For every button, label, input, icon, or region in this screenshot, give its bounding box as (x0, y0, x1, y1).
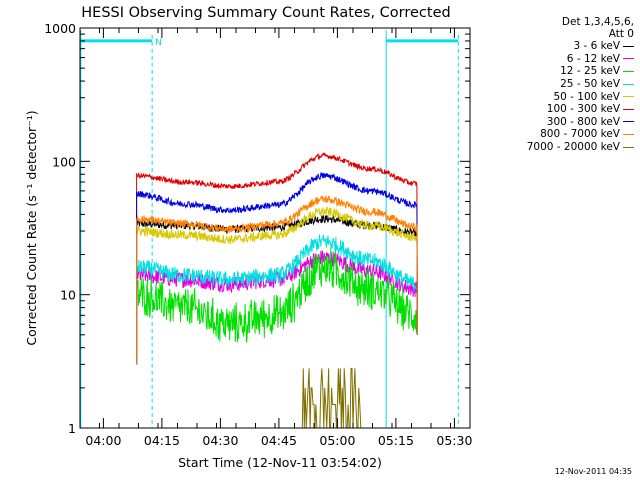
legend-entry: 12 - 25 keV (500, 65, 634, 78)
legend-header-detectors: Det 1,3,4,5,6, (561, 16, 634, 28)
legend-entry: 800 - 7000 keV (500, 128, 634, 141)
legend-label: 25 - 50 keV (560, 78, 620, 91)
x-tick-label: 04:30 (202, 433, 238, 448)
series-lines (136, 151, 418, 429)
series-line (136, 194, 418, 365)
legend-swatch (623, 83, 634, 85)
legend-entry: 7000 - 20000 keV (500, 141, 634, 154)
legend-swatch (623, 70, 634, 72)
legend-swatch (623, 121, 634, 123)
y-tick-label: 10 (60, 288, 76, 303)
legend-swatch (623, 58, 634, 60)
legend-entry: 25 - 50 keV (500, 78, 634, 91)
legend-label: 800 - 7000 keV (540, 128, 620, 141)
legend-swatch (623, 133, 634, 135)
x-tick-label: 05:15 (378, 433, 414, 448)
series-line (136, 234, 418, 365)
series-line (136, 247, 418, 365)
legend-swatch (623, 45, 634, 47)
series-line (136, 367, 418, 429)
x-axis-ticks: 04:00 04:15 04:30 04:45 05:00 05:15 05:30 (79, 28, 472, 448)
legend: Det 1,3,4,5,6, Att 0 3 - 6 keV 6 - 12 keV… (500, 16, 634, 153)
night-flag-label: N (155, 38, 162, 48)
legend-entry: 3 - 6 keV (500, 40, 634, 53)
legend-label: 7000 - 20000 keV (526, 141, 620, 154)
legend-entry: 100 - 300 keV (500, 103, 634, 116)
series-line (136, 171, 418, 365)
series-line (136, 206, 418, 365)
legend-label: 100 - 300 keV (546, 103, 620, 116)
y-tick-label: 100 (52, 154, 76, 169)
x-tick-label: 05:00 (319, 433, 355, 448)
y-axis-ticks: 1 10 100 1000 (44, 21, 470, 436)
y-tick-label: 1 (68, 421, 76, 436)
x-tick-label: 04:00 (85, 433, 121, 448)
plot-timestamp: 12-Nov-2011 04:35 (554, 467, 632, 476)
legend-entry: 6 - 12 keV (500, 53, 634, 66)
y-tick-label: 1000 (44, 21, 76, 36)
x-tick-label: 05:30 (436, 433, 472, 448)
legend-label: 300 - 800 keV (546, 115, 620, 128)
chart-title: HESSI Observing Summary Count Rates, Cor… (81, 5, 450, 21)
legend-header-attenuator: Att 0 (608, 28, 634, 40)
legend-label: 3 - 6 keV (573, 40, 620, 53)
legend-swatch (623, 108, 634, 110)
legend-label: 6 - 12 keV (566, 52, 620, 65)
x-tick-label: 04:15 (144, 433, 180, 448)
legend-label: 12 - 25 keV (560, 65, 620, 78)
legend-entry: 300 - 800 keV (500, 116, 634, 129)
legend-entry: 50 - 100 keV (500, 90, 634, 103)
series-line (136, 151, 418, 365)
legend-swatch (623, 146, 634, 148)
legend-swatch (623, 96, 634, 98)
x-axis-label: Start Time (12-Nov-11 03:54:02) (178, 455, 382, 470)
y-axis-label: Corrected Count Rate (s⁻¹ detector⁻¹) (24, 110, 39, 345)
x-tick-label: 04:45 (261, 433, 297, 448)
legend-label: 50 - 100 keV (553, 90, 620, 103)
